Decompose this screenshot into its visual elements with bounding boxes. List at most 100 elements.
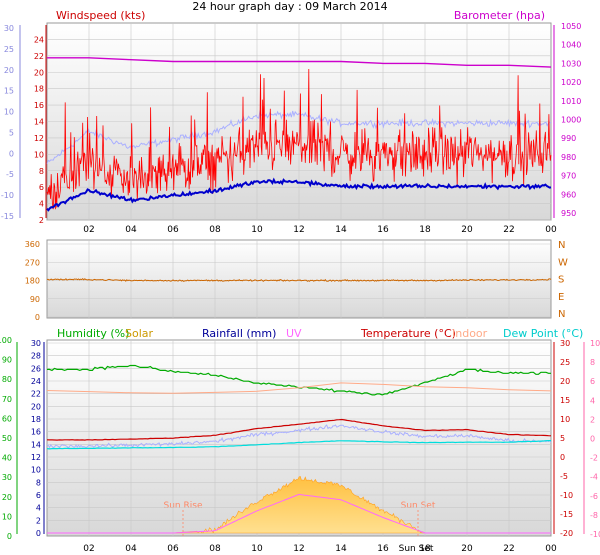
wind-tick-label: 2 (39, 216, 44, 225)
rainfall-tick-label: 2 (36, 516, 41, 525)
wind-x-tick-label: 16 (377, 225, 389, 235)
windspeed-series (46, 68, 552, 210)
barometer-tick-label: 980 (561, 153, 576, 162)
dewpoint-series (46, 440, 551, 450)
wind-tick-label: 4 (39, 200, 44, 209)
humidity-tick-label: 100 (0, 336, 12, 345)
wind-x-tick-label: 12 (293, 225, 304, 235)
rainfall-tick-label: 14 (31, 440, 41, 449)
dewpoint-tick-label: 10 (590, 339, 600, 348)
lower-x-tick-label: 08 (209, 544, 221, 554)
lower-x-tick-label: 20 (461, 544, 473, 554)
direction-tick-label: 360 (25, 240, 40, 249)
humidity-tick-label: 70 (2, 395, 12, 404)
wind-tick-label: 12 (34, 134, 44, 143)
wind-x-tick-label: 04 (125, 225, 137, 235)
rainfall-tick-label: 4 (36, 504, 41, 513)
rainfall-tick-label: 8 (36, 478, 41, 487)
barometer-tick-label: 990 (561, 134, 576, 143)
direction-tick-label: 0 (35, 313, 40, 322)
wind-tick-label: 18 (34, 85, 44, 94)
dewpoint-tick-label: 8 (590, 358, 595, 367)
humidity-tick-label: 50 (2, 434, 12, 443)
wind-secondary-tick-label: -10 (1, 191, 14, 200)
direction-compass-label: N (558, 240, 565, 251)
dewpoint-tick-label: -8 (590, 511, 598, 520)
indoor-series (46, 382, 552, 394)
apparent-temperature-series (46, 424, 552, 449)
direction-tick-label: 90 (30, 295, 40, 304)
sunrise-label: Sun Rise (164, 501, 203, 511)
wind-secondary-tick-label: 30 (4, 24, 14, 33)
lower-x-tick-label: 02 (83, 544, 94, 554)
rainfall-tick-label: 24 (31, 377, 41, 386)
rainfall-tick-label: 16 (31, 428, 41, 437)
rainfall-tick-label: 22 (31, 390, 41, 399)
wind-secondary-tick-label: 10 (4, 108, 14, 117)
wind-tick-label: 10 (34, 150, 44, 159)
rainfall-tick-label: 20 (31, 402, 41, 411)
wind-secondary-tick-label: 15 (4, 87, 14, 96)
barometer-tick-label: 1020 (561, 78, 581, 87)
temperature-tick-label: 15 (560, 396, 570, 405)
direction-compass-label: S (558, 275, 564, 286)
barometer-tick-label: 970 (561, 172, 576, 181)
humidity-tick-label: 60 (2, 414, 12, 423)
temperature-tick-label: 25 (560, 358, 570, 367)
wind-x-tick-label: 20 (461, 225, 473, 235)
humidity-tick-label: 10 (2, 512, 12, 521)
rainfall-tick-label: 26 (31, 364, 41, 373)
barometer-tick-label: 1050 (561, 22, 581, 31)
barometer-tick-label: 1000 (561, 116, 581, 125)
barometer-label: Barometer (hpa) (454, 9, 545, 22)
temperature-tick-label: 30 (560, 339, 570, 348)
wind-x-tick-label: 14 (335, 225, 347, 235)
temperature-tick-label: 10 (560, 415, 570, 424)
rainfall-tick-label: 0 (36, 529, 41, 538)
wind-x-tick-label: 02 (83, 225, 94, 235)
wind-tick-label: 24 (34, 35, 44, 44)
indoor-label: Indoor (452, 327, 488, 340)
wind-x-tick-label: 00 (545, 225, 557, 235)
dewpoint-tick-label: -10 (590, 530, 600, 539)
lower-x-tick-label: 10 (251, 544, 263, 554)
lower-x-tick-label: 18 (419, 544, 431, 554)
temperature-tick-label: 5 (560, 434, 565, 443)
barometer-series (47, 57, 552, 68)
lower-x-tick-label: 12 (293, 544, 304, 554)
series-layer (46, 57, 552, 536)
wind-tick-label: 22 (34, 52, 44, 61)
direction-compass-label: W (558, 257, 568, 268)
direction-compass-label: E (558, 292, 564, 303)
humidity-label: Humidity (%) (57, 327, 129, 340)
temperature-tick-label: -10 (560, 491, 573, 500)
dewpoint-tick-label: 0 (590, 435, 595, 444)
wind-tick-label: 6 (39, 183, 44, 192)
dewpoint-tick-label: -2 (590, 454, 598, 463)
sunset-label: Sun Set (401, 501, 436, 511)
lower-x-tick-label: 22 (503, 544, 514, 554)
humidity-tick-label: 40 (2, 454, 12, 463)
wind-tick-label: 16 (34, 101, 44, 110)
lower-x-tick-label: 16 (377, 544, 389, 554)
rainfall-tick-label: 12 (31, 453, 41, 462)
sunset-marker: Sun Set (399, 544, 434, 554)
temperature-tick-label: -20 (560, 529, 573, 538)
dewpoint-tick-label: 6 (590, 377, 595, 386)
temperature-series (46, 418, 552, 441)
humidity-tick-label: 90 (2, 356, 12, 365)
dewpoint-tick-label: 4 (590, 396, 595, 405)
humidity-tick-label: 20 (2, 493, 12, 502)
wind-secondary-tick-label: -15 (1, 212, 14, 221)
temperature-label: Temperature (°C) (360, 327, 456, 340)
dewpoint-label: Dew Point (°C) (503, 327, 583, 340)
lower-x-tick-label: 04 (125, 544, 137, 554)
wind-secondary-tick-label: 25 (4, 45, 14, 54)
wind-x-tick-label: 22 (503, 225, 514, 235)
wind-x-tick-label: 06 (167, 225, 179, 235)
dewpoint-tick-label: -6 (590, 492, 598, 501)
uv-label: UV (286, 327, 302, 340)
rainfall-tick-label: 28 (31, 352, 41, 361)
wind-secondary-tick-label: 20 (4, 66, 14, 75)
